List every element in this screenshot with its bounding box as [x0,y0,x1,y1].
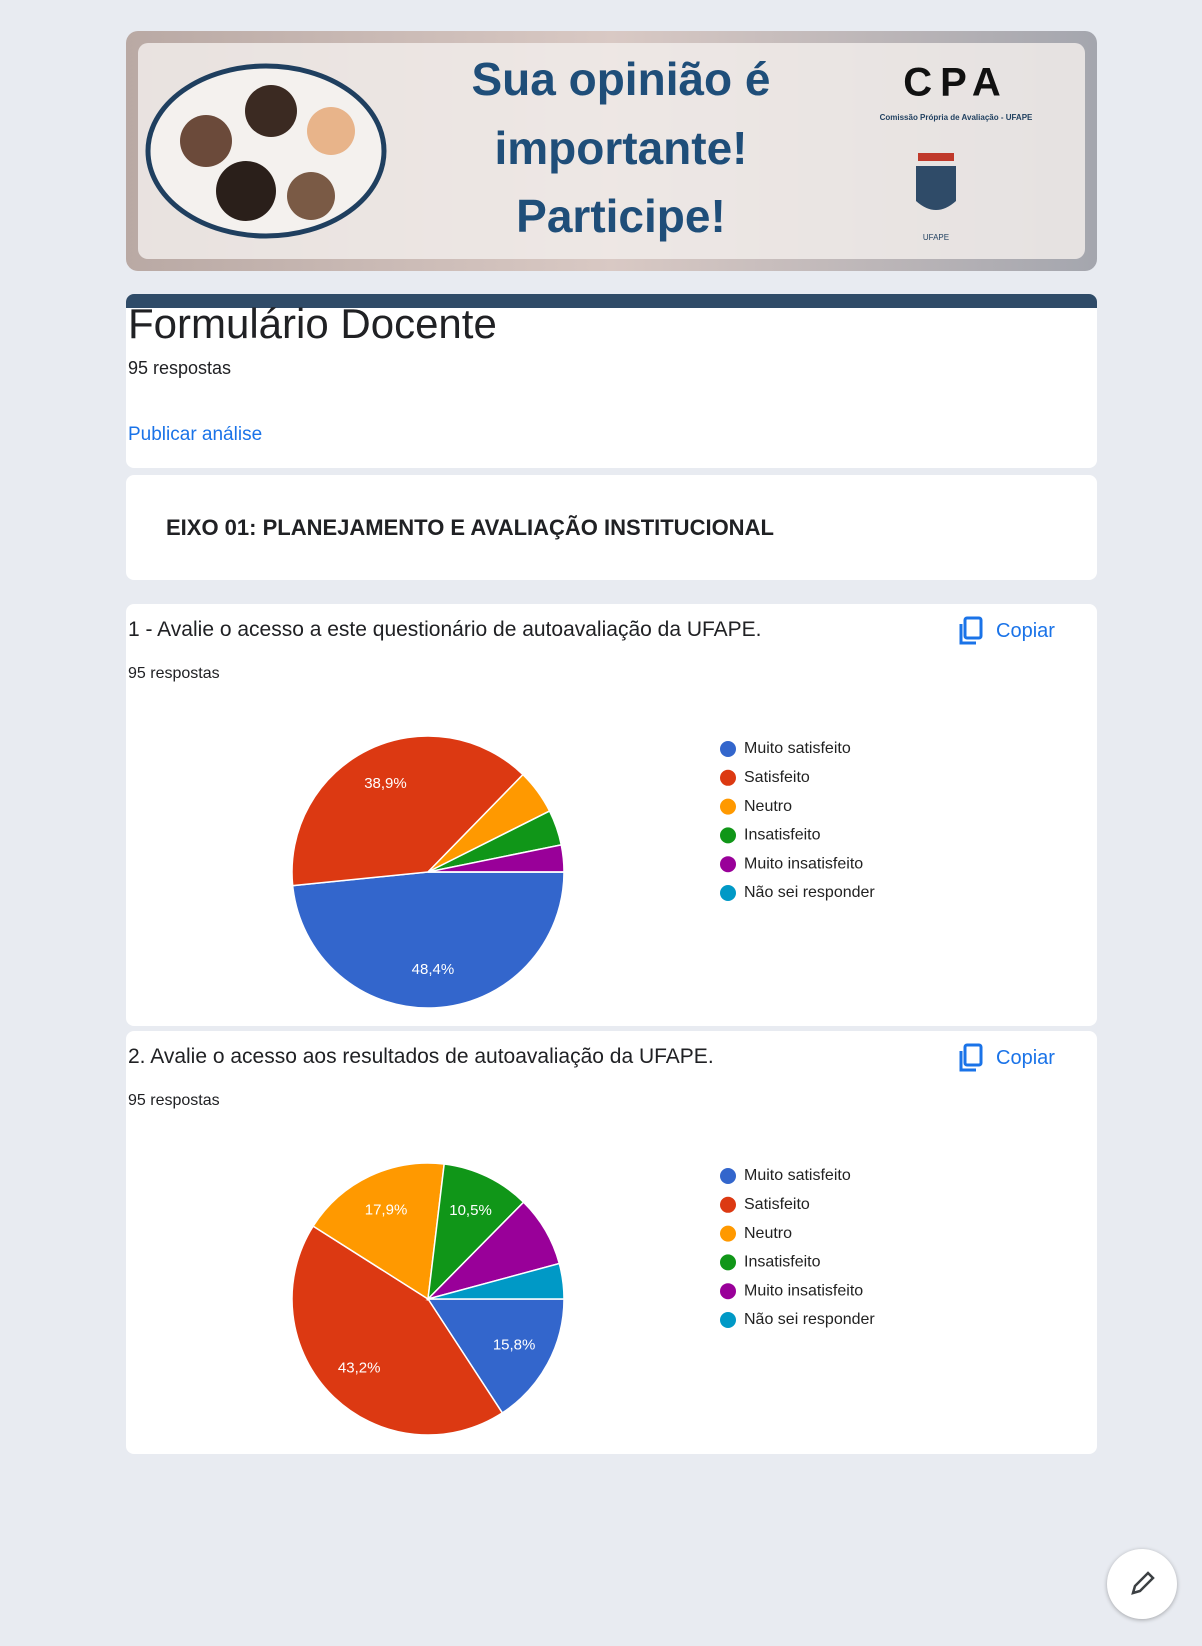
slice-label: 15,8% [493,1337,536,1354]
publish-link[interactable]: Publicar análise [128,424,262,446]
logo-caption: Comissão Própria de Avaliação - UFAPE [880,113,1033,122]
legend-swatch [720,1254,736,1270]
legend-swatch [720,799,736,815]
legend-label: Satisfeito [744,769,810,786]
copy-button[interactable]: Copiar [958,616,1055,646]
legend-label: Insatisfeito [744,1254,821,1271]
copy-label: Copiar [996,1047,1055,1070]
edit-icon [1107,1549,1177,1619]
pie-slice [293,872,564,1008]
response-count: 95 respostas [128,358,231,379]
pie-chart: 48,4% 38,9% Muito satisfeito Satisfeito Neut… [126,700,1097,1020]
copy-label: Copiar [996,620,1055,643]
copy-icon [958,1043,984,1073]
slice-label: 17,9% [365,1201,408,1218]
legend-swatch [720,856,736,872]
banner: Sua opinião é importante! Participe! CPA… [126,31,1097,271]
slice-label: 43,2% [338,1360,381,1377]
banner-headline: importante! [495,122,748,174]
section-card: EIXO 01: PLANEJAMENTO E AVALIAÇÃO INSTIT… [126,475,1097,580]
response-count: 95 respostas [128,1092,220,1110]
copy-button[interactable]: Copiar [958,1043,1055,1073]
legend-label: Muito insatisfeito [744,855,863,872]
legend-label: Muito satisfeito [744,1167,851,1184]
question-card: 1 - Avalie o acesso a este questionário … [126,604,1097,1026]
question-title: 2. Avalie o acesso aos resultados de aut… [128,1045,714,1069]
banner-headline: Sua opinião é [471,53,770,105]
slice-label: 38,9% [364,775,407,792]
crest-caption: UFAPE [923,233,949,242]
question-title: 1 - Avalie o acesso a este questionário … [128,618,762,642]
response-count: 95 respostas [128,665,220,683]
form-title: Formulário Docente [128,300,497,348]
legend-swatch [720,1168,736,1184]
section-title: EIXO 01: PLANEJAMENTO E AVALIAÇÃO INSTIT… [166,515,774,541]
legend-swatch [720,827,736,843]
legend-label: Muito satisfeito [744,740,851,757]
legend-label: Neutro [744,1225,792,1242]
legend-swatch [720,1226,736,1242]
legend-label: Neutro [744,798,792,815]
legend-label: Não sei responder [744,1311,875,1328]
form-header-card: Formulário Docente 95 respostas Publicar… [126,294,1097,468]
banner-headline: Participe! [516,190,726,242]
slice-label: 10,5% [449,1202,492,1219]
slice-label: 48,4% [412,961,455,978]
page: Sua opinião é importante! Participe! CPA… [0,0,1202,1646]
pie-chart: 15,8% 43,2% 17,9% 10,5% Muito satisfeito Sati… [126,1127,1097,1447]
legend-label: Satisfeito [744,1196,810,1213]
legend-label: Não sei responder [744,884,875,901]
logo: CPA [903,61,1008,105]
legend-label: Insatisfeito [744,827,821,844]
question-card: 2. Avalie o acesso aos resultados de aut… [126,1031,1097,1454]
legend-swatch [720,1312,736,1328]
legend-swatch [720,741,736,757]
edit-button[interactable] [1107,1549,1177,1619]
legend-swatch [720,770,736,786]
legend-swatch [720,1283,736,1299]
legend-swatch [720,1197,736,1213]
copy-icon [958,616,984,646]
legend-label: Muito insatisfeito [744,1282,863,1299]
legend-swatch [720,885,736,901]
